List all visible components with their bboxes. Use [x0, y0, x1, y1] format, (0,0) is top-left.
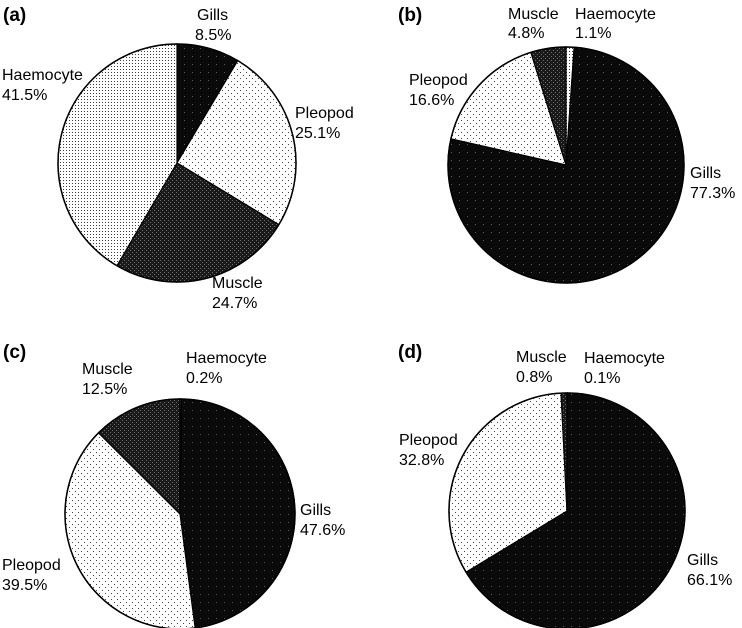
slice-label-gills-c: Gills	[300, 502, 331, 519]
pie-slices-d	[448, 392, 686, 628]
slice-label-muscle-b: Muscle	[508, 6, 559, 23]
slice-value-gills-d: 66.1%	[687, 572, 732, 589]
slice-label-pleopod-b: Pleopod	[409, 72, 468, 89]
slice-value-pleopod-b: 16.6%	[409, 92, 454, 109]
slice-value-gills-b: 77.3%	[690, 185, 735, 202]
slice-value-muscle-b: 4.8%	[508, 25, 544, 42]
slice-label-gills-a: Gills	[197, 7, 228, 24]
slice-value-pleopod-a: 25.1%	[295, 125, 340, 142]
pie-slice-gills-c	[179, 398, 296, 628]
slice-label-pleopod-d: Pleopod	[399, 432, 458, 449]
panel-label-b: (b)	[398, 5, 422, 26]
panel-b: (b) Haemocyte 1.1% Gills 77.3% Pleopod 1…	[371, 0, 742, 314]
slice-label-haemocyte-d: Haemocyte	[584, 350, 665, 367]
slice-label-muscle-a: Muscle	[212, 275, 263, 292]
panel-c: (c) Haemocyte 0.2% Gills 47.6% Pleopod 3…	[0, 314, 371, 628]
pie-slices-b	[447, 46, 685, 284]
panel-label-d: (d)	[398, 342, 422, 363]
pie-chart-a: (a) Gills 8.5% Pleopod 25.1% Muscle 24.7…	[2, 5, 354, 312]
slice-value-muscle-c: 12.5%	[82, 381, 127, 398]
panel-label-a: (a)	[3, 5, 26, 26]
pie-outline-a	[57, 43, 297, 283]
slice-value-pleopod-c: 39.5%	[2, 577, 47, 594]
pie-outline-c	[64, 398, 296, 628]
slice-label-pleopod-c: Pleopod	[2, 557, 61, 574]
pie-outline-d	[448, 392, 686, 628]
slice-value-gills-a: 8.5%	[195, 27, 231, 44]
pie-chart-d: (d) Haemocyte 0.1% Gills 66.1% Pleopod 3…	[398, 342, 732, 628]
slice-value-muscle-d: 0.8%	[516, 369, 552, 386]
slice-label-muscle-d: Muscle	[516, 349, 567, 366]
pie-slices-a	[57, 43, 297, 283]
slice-label-haemocyte-c: Haemocyte	[186, 350, 267, 367]
panel-a: (a) Gills 8.5% Pleopod 25.1% Muscle 24.7…	[0, 0, 371, 314]
pie-outline-b	[447, 46, 685, 284]
slice-value-haemocyte-a: 41.5%	[2, 87, 47, 104]
slice-value-haemocyte-d: 0.1%	[584, 370, 620, 387]
slice-label-muscle-c: Muscle	[82, 361, 133, 378]
slice-value-pleopod-d: 32.8%	[399, 452, 444, 469]
slice-label-gills-b: Gills	[690, 165, 721, 182]
slice-label-haemocyte-b: Haemocyte	[575, 6, 656, 23]
slice-value-haemocyte-c: 0.2%	[186, 370, 222, 387]
pie-chart-b: (b) Haemocyte 1.1% Gills 77.3% Pleopod 1…	[398, 5, 735, 284]
pie-slices-c	[64, 398, 296, 628]
slice-value-gills-c: 47.6%	[300, 522, 345, 539]
slice-value-muscle-a: 24.7%	[212, 295, 257, 312]
slice-label-gills-d: Gills	[687, 552, 718, 569]
pie-chart-c: (c) Haemocyte 0.2% Gills 47.6% Pleopod 3…	[2, 342, 345, 628]
slice-label-haemocyte-a: Haemocyte	[2, 67, 83, 84]
slice-value-haemocyte-b: 1.1%	[575, 25, 611, 42]
panel-label-c: (c)	[3, 342, 26, 363]
slice-label-pleopod-a: Pleopod	[295, 105, 354, 122]
panel-d: (d) Haemocyte 0.1% Gills 66.1% Pleopod 3…	[371, 314, 742, 628]
